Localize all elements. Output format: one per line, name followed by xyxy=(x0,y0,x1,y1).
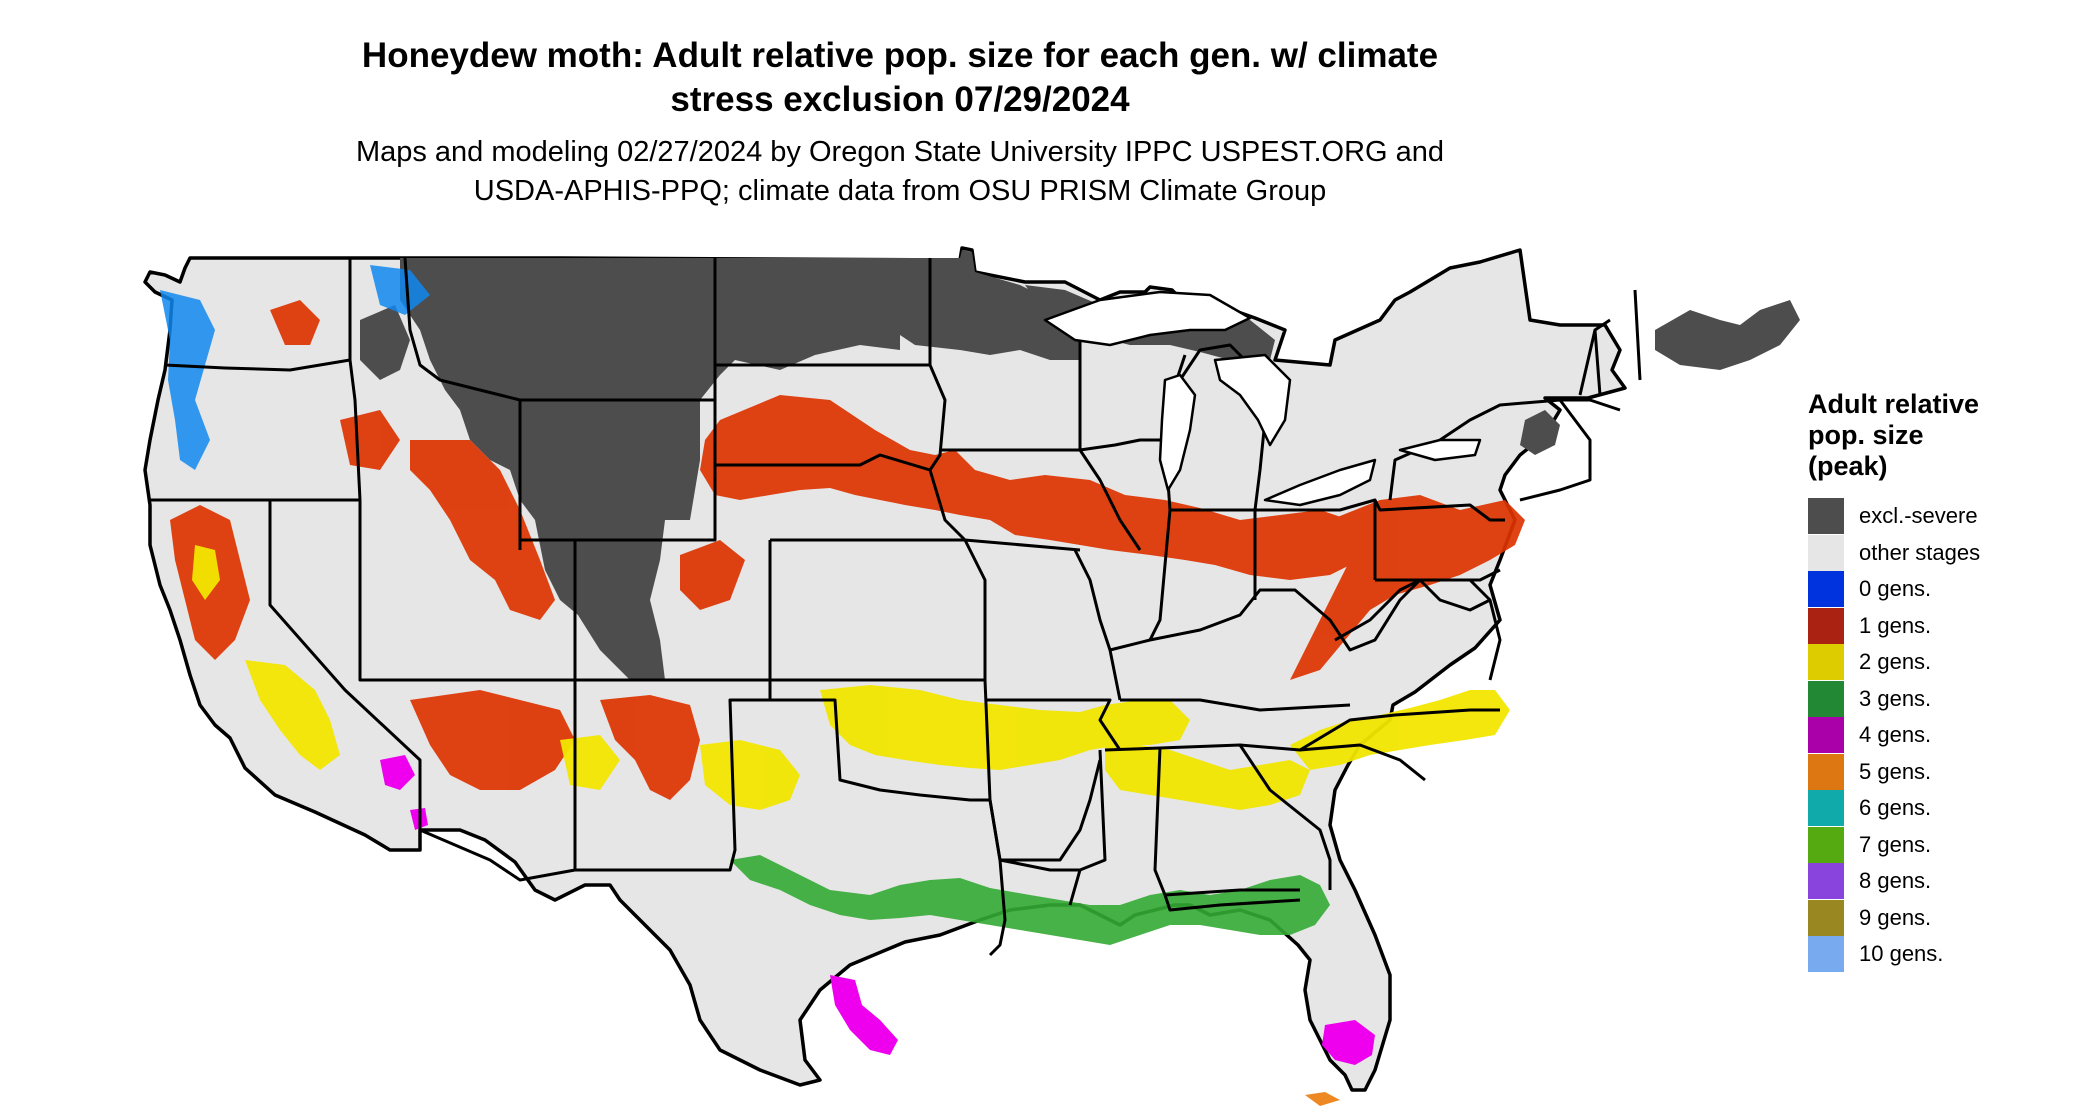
legend-label: 0 gens. xyxy=(1859,576,1932,601)
legend-label: excl.-severe xyxy=(1859,503,1978,528)
chart-title: Honeydew moth: Adult relative pop. size … xyxy=(270,34,1530,122)
legend-swatch xyxy=(1808,534,1844,571)
legend-swatch xyxy=(1808,936,1844,972)
legend-label: 9 gens. xyxy=(1859,904,1932,930)
legend-label: 8 gens. xyxy=(1859,868,1932,893)
chart-title-line-2: stress exclusion 07/29/2024 xyxy=(670,80,1130,119)
gen3-regions xyxy=(730,855,1330,945)
legend-label: 3 gens. xyxy=(1859,685,1932,711)
legend-swatch xyxy=(1808,826,1844,863)
us-land-area xyxy=(143,246,1627,1092)
legend-swatch xyxy=(1808,498,1844,534)
legend-swatch xyxy=(1808,863,1844,899)
legend-label: other stages xyxy=(1859,539,1981,565)
legend-title-line-3: (peak) xyxy=(1808,451,1888,481)
legend-label: 7 gens. xyxy=(1859,831,1932,857)
legend-label: 2 gens. xyxy=(1859,649,1932,674)
legend-label: 1 gens. xyxy=(1859,612,1932,638)
state-borders xyxy=(150,257,1642,957)
chart-subtitle-line-2: USDA-APHIS-PPQ; climate data from OSU PR… xyxy=(473,175,1327,207)
chart-subtitle: Maps and modeling 02/27/2024 by Oregon S… xyxy=(270,133,1530,211)
legend-title-line-1: Adult relative xyxy=(1808,389,1980,419)
great-lakes xyxy=(1043,290,1482,507)
lake-ontario xyxy=(1398,438,1482,462)
legend-swatch xyxy=(1808,644,1844,680)
legend-swatch xyxy=(1808,717,1844,753)
legend-label: 6 gens. xyxy=(1859,795,1932,820)
legend-label: 10 gens. xyxy=(1859,941,1944,966)
legend-swatch xyxy=(1808,790,1844,826)
chart-title-line-1: Honeydew moth: Adult relative pop. size … xyxy=(361,36,1439,75)
chart-subtitle-line-1: Maps and modeling 02/27/2024 by Oregon S… xyxy=(355,136,1445,168)
legend-swatch xyxy=(1808,607,1844,644)
gen0-regions xyxy=(160,265,430,470)
lake-michigan xyxy=(1158,373,1197,492)
legend-swatch xyxy=(1808,753,1844,790)
gen5-regions xyxy=(1305,1092,1340,1106)
legend-label: 4 gens. xyxy=(1859,722,1932,747)
legend-label: 5 gens. xyxy=(1859,758,1932,784)
lake-superior xyxy=(1043,290,1252,347)
legend-swatch xyxy=(1808,571,1844,607)
legend-swatch xyxy=(1808,680,1844,717)
legend-title: Adult relative pop. size (peak) xyxy=(1808,389,2068,482)
legend-title-line-2: pop. size xyxy=(1808,420,1924,450)
legend-swatch xyxy=(1808,899,1844,936)
lake-erie xyxy=(1263,458,1377,507)
lake-huron xyxy=(1213,353,1292,447)
gen4-regions xyxy=(380,755,1375,1065)
